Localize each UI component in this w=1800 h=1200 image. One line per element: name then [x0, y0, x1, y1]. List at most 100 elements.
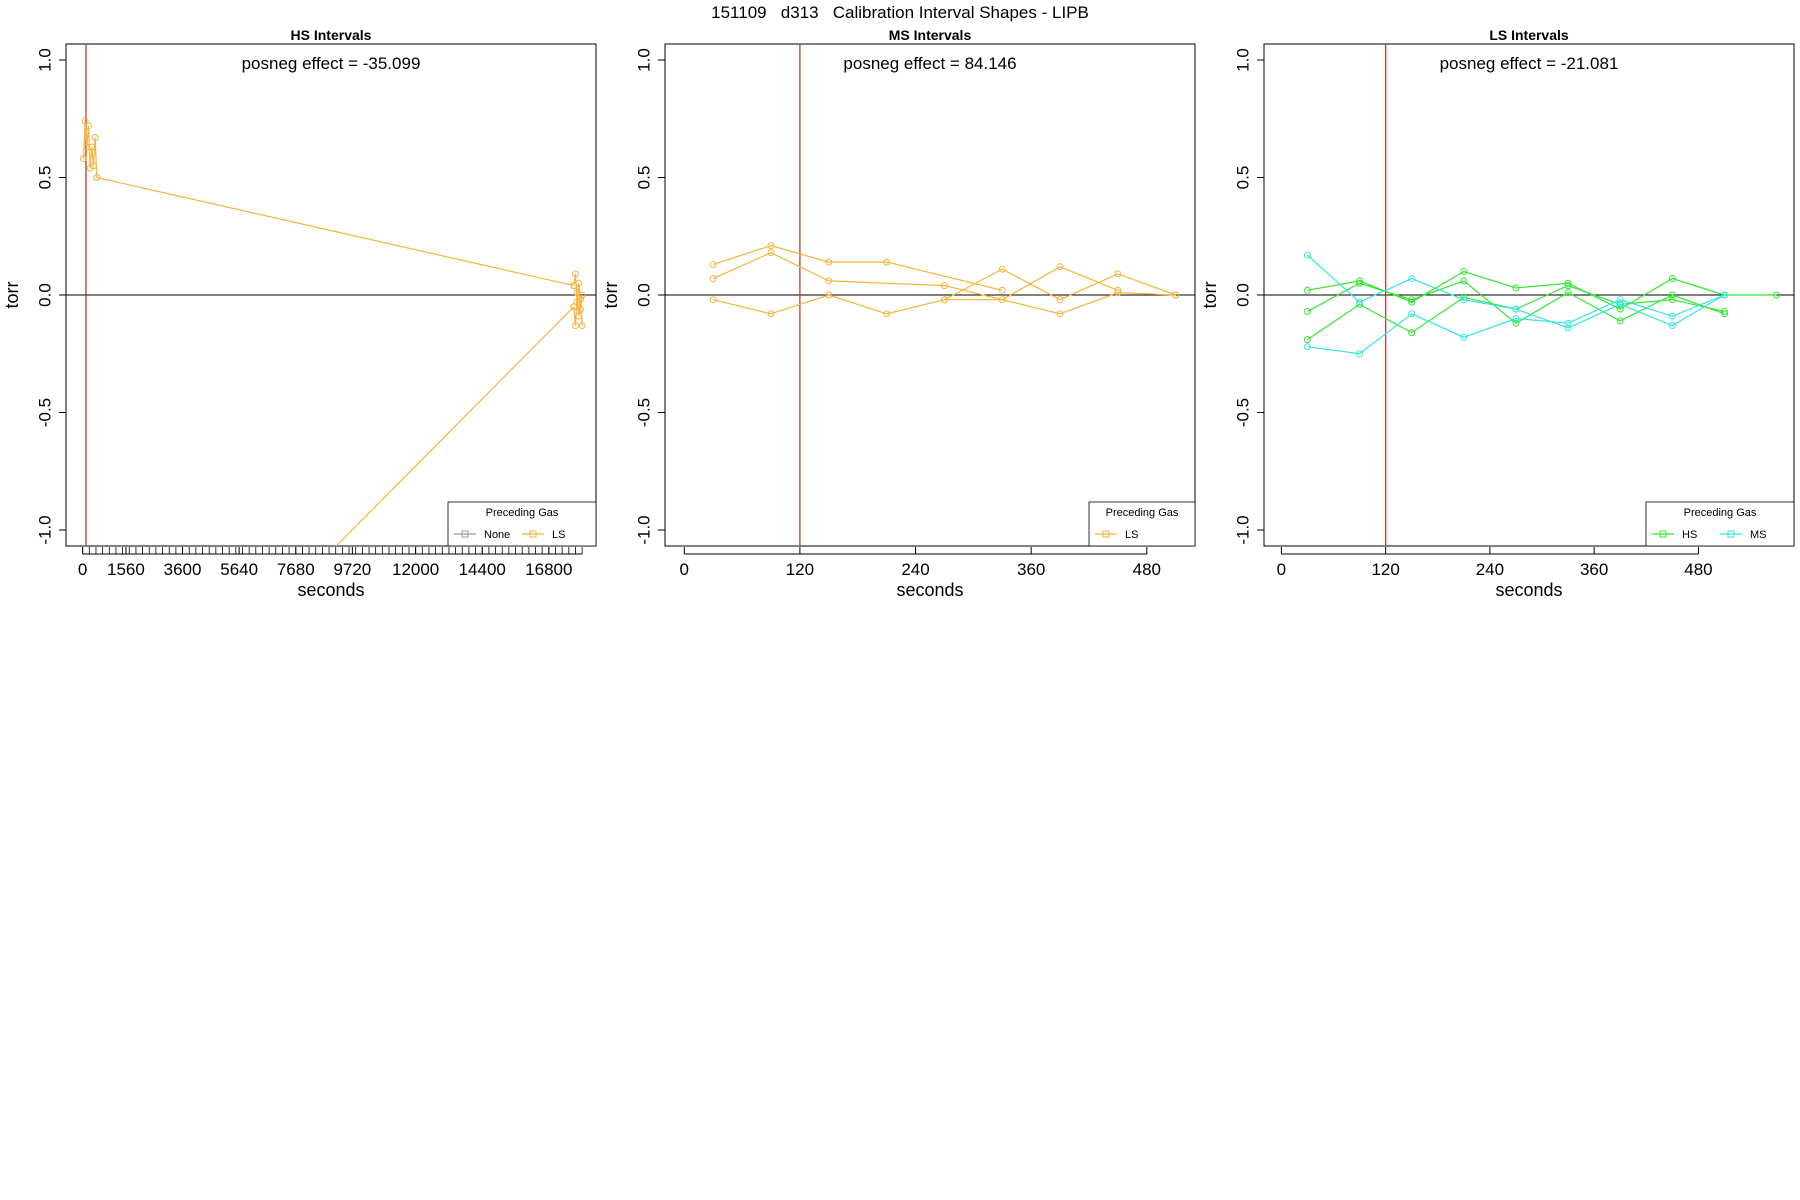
y-tick-label: 1.0	[634, 48, 653, 72]
legend-swatch-marker	[461, 530, 469, 538]
legend-swatch-marker	[1102, 530, 1110, 538]
x-tick-label: 1560	[107, 560, 145, 579]
data-point	[1408, 329, 1416, 337]
data-point	[571, 270, 579, 278]
data-point	[1720, 291, 1728, 299]
data-point	[1668, 296, 1676, 304]
y-tick-label: 0.5	[35, 166, 54, 190]
y-tick-label: 0.5	[634, 166, 653, 190]
x-tick-label: 480	[1684, 560, 1712, 579]
data-point	[825, 277, 833, 285]
series-line-ls	[712, 252, 1176, 315]
data-point	[1773, 291, 1781, 299]
data-point	[1668, 275, 1676, 283]
data-point	[1303, 336, 1311, 344]
y-tick-label: 1.0	[1233, 48, 1252, 72]
data-point	[91, 134, 99, 142]
chart-panel-2: MS Intervals -1.0 -0.5 0.0 0.5 1.0 torr 0 120 240…	[601, 27, 1196, 600]
data-point	[79, 155, 87, 163]
data-point	[1114, 289, 1122, 297]
x-tick-label: 12000	[392, 560, 439, 579]
y-tick-label: -1.0	[1233, 515, 1252, 544]
legend-swatch-marker	[1727, 530, 1735, 538]
data-point	[1512, 284, 1520, 292]
x-tick-label: 480	[1133, 560, 1161, 579]
data-point	[1408, 296, 1416, 304]
panel-title: HS Intervals	[291, 27, 372, 43]
data-point	[709, 275, 717, 283]
data-point	[709, 296, 717, 304]
legend-box	[1088, 501, 1196, 547]
x-tick-label: 360	[1017, 560, 1045, 579]
x-tick-label: 120	[1371, 560, 1399, 579]
data-point	[1564, 289, 1572, 297]
x-tick-label: 240	[901, 560, 929, 579]
data-point	[998, 265, 1006, 273]
legend-entry-ms: MS	[1750, 529, 1767, 541]
legend-title: Preceding Gas	[486, 507, 559, 519]
data-point	[1460, 293, 1468, 301]
data-point	[1114, 286, 1122, 294]
x-axis-label: seconds	[896, 580, 963, 600]
series-group	[1303, 251, 1781, 358]
data-point	[1114, 270, 1122, 278]
series-line-ls	[335, 306, 575, 546]
data-point	[1460, 296, 1468, 304]
data-point	[1356, 350, 1364, 358]
x-tick-label: 120	[786, 560, 814, 579]
series-line-ms	[1307, 294, 1725, 355]
series-line-ls	[944, 266, 1119, 301]
data-point	[1408, 310, 1416, 318]
data-point	[1668, 312, 1676, 320]
chart-panel-1: HS Intervals -1.0 -0.5 0.0 0.5 1.0 torr 0 1560 36…	[2, 27, 597, 600]
data-point	[940, 282, 948, 290]
data-point	[1056, 296, 1064, 304]
data-point	[575, 279, 583, 287]
x-tick-label: 0	[78, 560, 87, 579]
figure-title: 151109 d313 Calibration Interval Shapes …	[711, 3, 1089, 22]
data-point	[998, 296, 1006, 304]
data-point	[1172, 291, 1180, 299]
data-point	[825, 291, 833, 299]
posneg-annotation: posneg effect = 84.146	[843, 54, 1016, 73]
legend-entry-ls: LS	[1125, 529, 1138, 541]
x-tick-label: 240	[1476, 560, 1504, 579]
legend-entry-none: None	[484, 529, 510, 541]
legend-entry-hs: HS	[1682, 529, 1697, 541]
y-axis-label: torr	[1200, 281, 1220, 308]
data-point	[767, 249, 775, 257]
data-point	[573, 289, 581, 297]
y-tick-label: 0.0	[35, 283, 54, 307]
x-tick-label: 9720	[333, 560, 371, 579]
data-point	[1564, 324, 1572, 332]
x-axis-label: seconds	[1495, 580, 1562, 600]
x-tick-label: 3600	[164, 560, 202, 579]
legend-entry-ls: LS	[552, 529, 565, 541]
data-point	[940, 296, 948, 304]
chart-panels: HS Intervals -1.0 -0.5 0.0 0.5 1.0 torr 0 1560 36…	[2, 27, 1795, 600]
data-point	[767, 242, 775, 250]
series-line-ls	[712, 245, 1003, 291]
series-line-hs	[1307, 280, 1725, 324]
data-point	[767, 310, 775, 318]
data-point	[1720, 310, 1728, 318]
data-point	[825, 258, 833, 266]
y-axis-label: torr	[2, 281, 22, 308]
data-point	[1564, 282, 1572, 290]
x-tick-label: 0	[680, 560, 689, 579]
legend: Preceding Gas LS	[1088, 501, 1196, 547]
chart-panel-3: LS Intervals -1.0 -0.5 0.0 0.5 1.0 torr 0 120 240…	[1200, 27, 1795, 600]
data-point	[1512, 305, 1520, 313]
data-point	[883, 310, 891, 318]
posneg-annotation: posneg effect = -35.099	[242, 54, 421, 73]
panel-title: LS Intervals	[1489, 27, 1569, 43]
data-point	[1616, 305, 1624, 313]
data-point	[1616, 317, 1624, 325]
data-point	[1616, 296, 1624, 304]
data-point	[1616, 300, 1624, 308]
legend-title: Preceding Gas	[1106, 507, 1179, 519]
data-point	[93, 174, 101, 181]
data-point	[1303, 343, 1311, 351]
y-tick-label: 0.0	[1233, 283, 1252, 307]
